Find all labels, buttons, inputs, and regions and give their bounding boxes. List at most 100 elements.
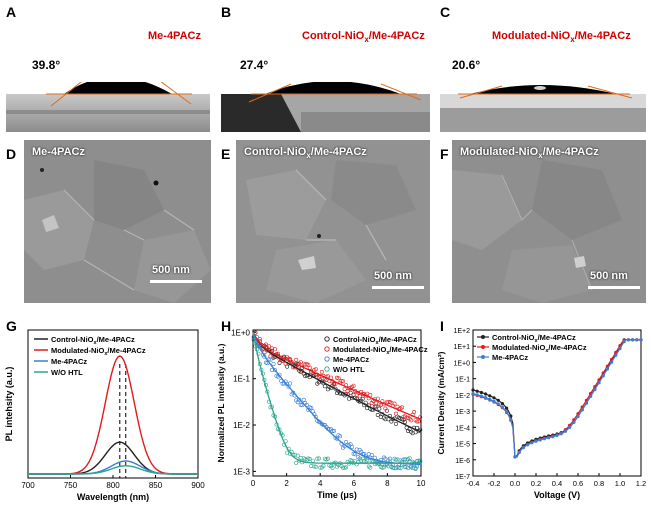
data-point-3 (325, 456, 330, 461)
data-point-2 (488, 397, 492, 401)
data-point-2 (350, 445, 355, 450)
data-point-3 (321, 463, 326, 468)
y-tick-label: 1E-3 (455, 409, 470, 416)
data-point-1 (351, 383, 356, 388)
data-point-1 (386, 400, 391, 405)
pl-spectrum-chart: 700 750 800 850 900 Wavelength (nm) PL intehsi… (4, 329, 205, 502)
sem-title-d: Me-4PACz (32, 146, 85, 158)
data-point-2 (626, 338, 630, 342)
data-point-3 (318, 465, 323, 470)
legend-label-1: Modulated-NiOx/Me-4PACz (333, 345, 428, 356)
data-point-2 (635, 338, 639, 342)
data-point-0 (415, 425, 420, 430)
fit-line-3 (252, 332, 421, 464)
series-line-2 (28, 460, 198, 475)
data-point-1 (266, 344, 271, 349)
data-point-2 (538, 438, 542, 442)
legend-label-2: Me-4PACz (333, 355, 369, 364)
data-point-2 (500, 405, 504, 409)
data-point-2 (631, 338, 635, 342)
panel-label-d: D (6, 146, 17, 162)
data-point-2 (354, 447, 359, 452)
contact-angle-c: 20.6° (452, 58, 481, 72)
data-point-2 (559, 432, 563, 436)
data-point-0 (360, 396, 365, 401)
panel-label-a: A (6, 4, 17, 20)
scale-text-e: 500 nm (374, 270, 412, 282)
x-tick-label: 0.0 (510, 479, 520, 488)
fit-line-0 (252, 332, 422, 433)
data-point-3 (418, 458, 423, 463)
data-point-0 (479, 390, 483, 395)
scale-bar-f (588, 286, 640, 289)
sem-image-f: Modulated-NiOx/Me-4PACz 500 nm (452, 140, 646, 303)
data-point-3 (380, 465, 385, 470)
data-point-1 (341, 379, 346, 384)
y-tick-label: 1E+2 (453, 328, 470, 335)
series-line-0 (28, 441, 198, 475)
data-point-1 (313, 367, 318, 372)
y-tick-label: 1E-2 (233, 421, 250, 430)
panel-label-b: B (221, 4, 232, 20)
x-tick-label: -0.2 (488, 479, 501, 488)
data-point-1 (384, 400, 389, 405)
data-point-2 (521, 446, 525, 450)
data-point-2 (526, 443, 530, 447)
y-tick-label: 1E-7 (455, 474, 470, 481)
data-point-2 (496, 402, 500, 406)
data-point-0 (471, 388, 475, 392)
dark-jv-chart: -0.4 -0.2 0.0 0.2 0.4 0.6 0.8 1.0 1.2 1E+2 1E+1 1E+… (436, 328, 646, 500)
data-point-3 (406, 466, 411, 471)
legend-marker-1 (481, 345, 485, 349)
data-point-2 (479, 394, 483, 398)
x-tick-label: 2 (284, 479, 289, 488)
scale-text-f: 500 nm (590, 270, 628, 282)
legend-label-1: Modulated-NiOx/Me-4PACz (492, 343, 587, 354)
legend-label-0: Control-NiOx/Me-4PACz (492, 333, 576, 344)
legend-marker-3 (324, 366, 330, 372)
sem-title-e: Control-NiOx/Me-4PACz (244, 146, 367, 161)
data-point-3 (344, 465, 349, 470)
x-axis-label: Wavelength (nm) (77, 492, 149, 502)
data-point-2 (517, 450, 521, 455)
data-point-0 (377, 406, 382, 411)
data-point-2 (335, 436, 340, 441)
fit-line-1 (252, 331, 422, 421)
data-point-2 (268, 357, 273, 362)
data-point-2 (509, 418, 513, 422)
data-point-2 (313, 414, 318, 419)
y-tick-label: 1E-3 (233, 467, 250, 476)
data-point-2 (492, 399, 496, 403)
data-point-2 (321, 422, 326, 427)
panel-label-h: H (221, 318, 232, 334)
data-point-2 (580, 408, 584, 412)
data-point-2 (353, 452, 358, 457)
x-tick-label: 1.0 (615, 479, 625, 488)
legend-marker-2 (324, 356, 330, 362)
data-point-1 (342, 387, 347, 392)
data-point-1 (294, 357, 299, 362)
panel-label-f: F (440, 146, 449, 162)
legend-label-0: Control-NiOx/Me-4PACz (51, 335, 135, 346)
data-point-3 (365, 458, 370, 463)
data-point-2 (280, 381, 285, 386)
data-point-1 (289, 359, 294, 364)
data-point-2 (530, 441, 534, 445)
x-tick-label: 0.6 (573, 479, 583, 488)
contact-angle-image-b (221, 82, 430, 132)
x-tick-label: 8 (385, 479, 390, 488)
data-point-3 (309, 464, 314, 469)
data-point-2 (383, 456, 388, 461)
y-tick-label: 1E-4 (455, 425, 470, 432)
data-point-0 (488, 394, 492, 398)
data-point-0 (394, 421, 399, 426)
data-point-0 (500, 402, 504, 406)
legend-label-2: Me-4PACz (51, 357, 87, 366)
x-tick-label: 6 (352, 479, 357, 488)
data-point-2 (330, 429, 335, 434)
data-point-2 (563, 429, 567, 433)
data-point-2 (269, 367, 274, 372)
y-tick-label: 1E+0 (453, 360, 470, 367)
contact-title-a: Me-4PACz (148, 30, 201, 42)
contact-angle-a: 39.8° (32, 58, 61, 72)
